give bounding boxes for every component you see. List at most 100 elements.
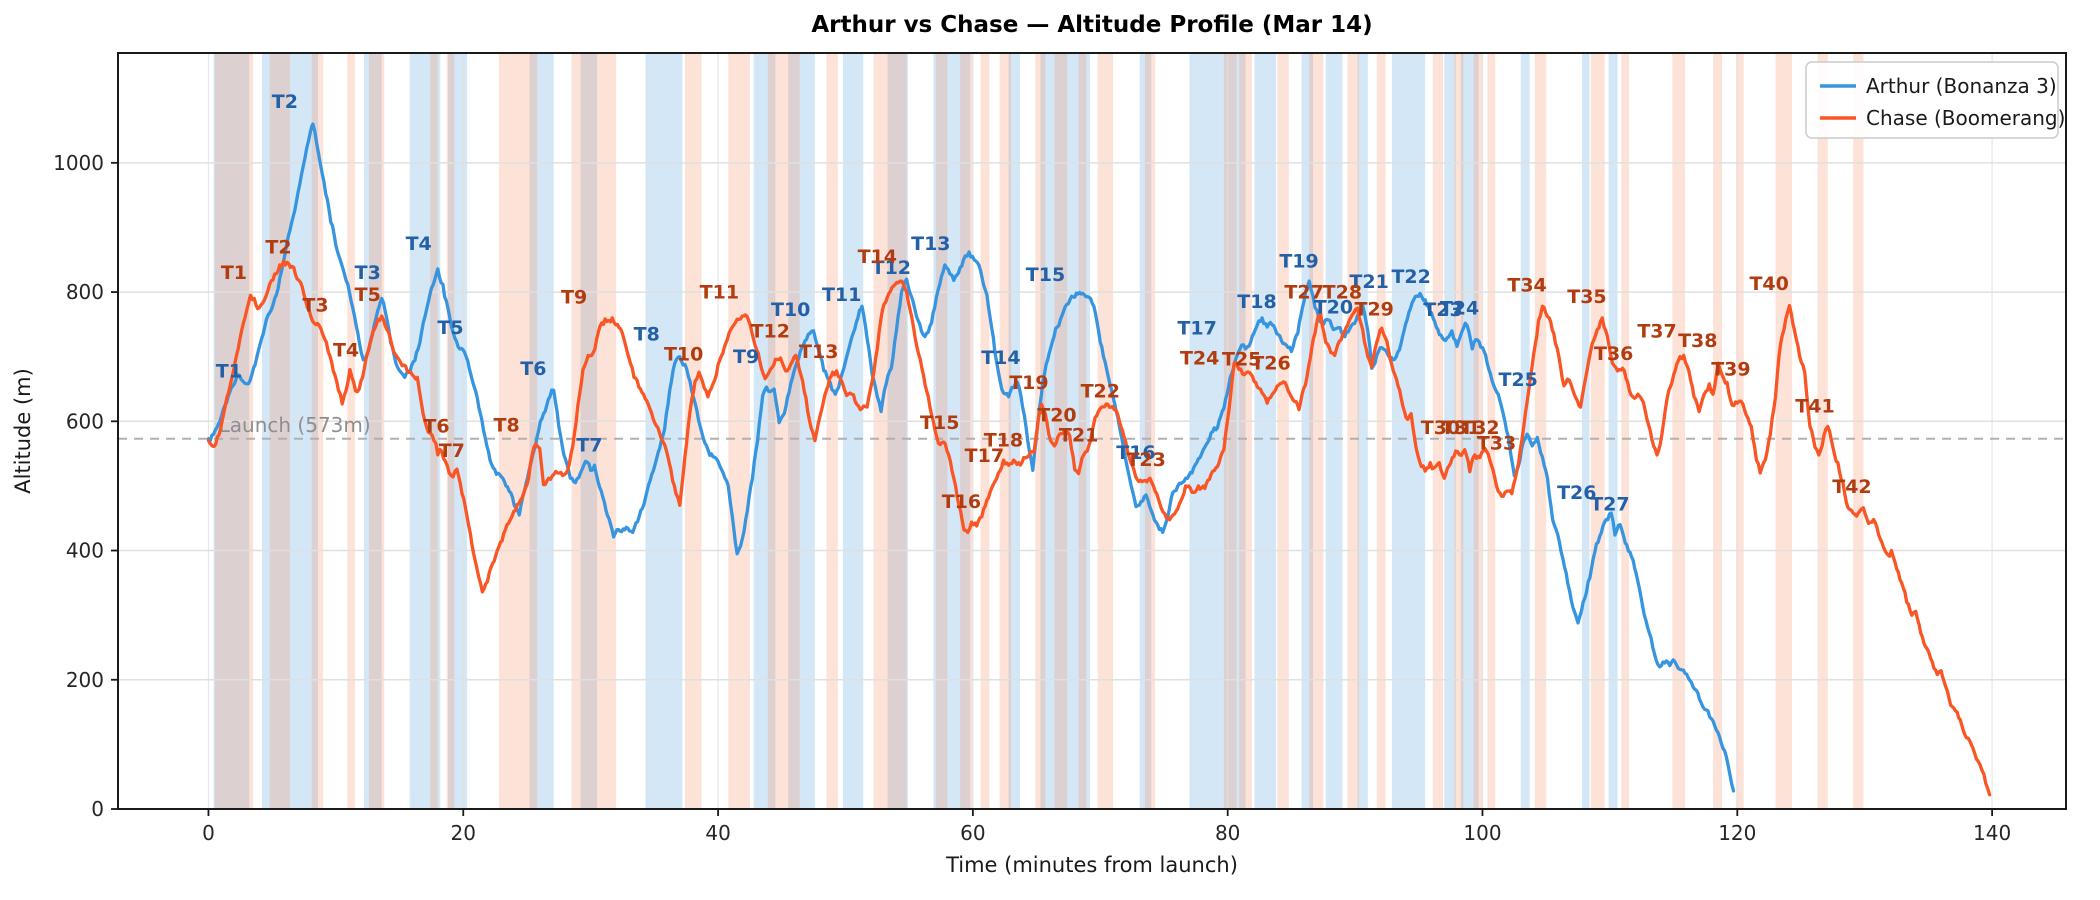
thermal-label-chase-t2: T2	[265, 236, 291, 258]
thermal-band	[728, 53, 750, 809]
thermal-label-chase-t11: T11	[700, 282, 739, 304]
thermal-band	[1590, 53, 1605, 809]
thermal-band	[1301, 53, 1314, 809]
thermal-label-arthur-t24: T24	[1440, 298, 1479, 320]
thermal-band	[1460, 53, 1479, 809]
thermal-label-arthur-t22: T22	[1391, 266, 1430, 288]
thermal-label-chase-t4: T4	[333, 340, 359, 362]
thermal-label-chase-t17: T17	[965, 445, 1004, 467]
x-axis-label: Time (minutes from launch)	[945, 853, 1238, 877]
thermal-label-arthur-t23: T23	[1423, 299, 1462, 321]
thermal-label-chase-t39: T39	[1711, 358, 1750, 380]
thermal-band	[1097, 53, 1114, 809]
thermal-label-chase-t25: T25	[1222, 349, 1261, 371]
thermal-label-arthur-t26: T26	[1557, 482, 1596, 504]
thermal-band	[1357, 53, 1368, 809]
thermal-label-chase-t1: T1	[221, 262, 247, 284]
thermal-band	[1223, 53, 1237, 809]
thermal-label-arthur-t25: T25	[1498, 369, 1537, 391]
series-lines-layer	[206, 122, 1992, 797]
thermal-label-chase-t6: T6	[423, 415, 449, 437]
thermal-label-arthur-t6: T6	[520, 358, 546, 380]
thermal-label-arthur-t14: T14	[981, 347, 1020, 369]
thermal-label-arthur-t9: T9	[733, 346, 759, 368]
thermal-labels-layer: T1T2T3T4T5T6T7T8T9T10T11T12T13T14T15T16T…	[216, 91, 1872, 516]
thermal-band	[580, 53, 598, 809]
thermal-band	[1534, 53, 1547, 809]
thermal-band	[1008, 53, 1021, 809]
thermal-band	[873, 53, 907, 809]
thermal-band	[498, 53, 538, 809]
thermal-band	[684, 53, 702, 809]
thermal-band	[1325, 53, 1343, 809]
thermal-band	[1347, 53, 1359, 809]
thermal-label-chase-t28: T28	[1323, 282, 1362, 304]
thermal-band	[1444, 53, 1456, 809]
thermal-band	[842, 53, 864, 809]
thermal-band	[447, 53, 468, 809]
thermal-band	[1392, 53, 1426, 809]
x-tick-label: 20	[451, 821, 476, 845]
launch-line-layer: Launch (573m)	[118, 413, 2066, 440]
thermal-label-chase-t19: T19	[1009, 372, 1048, 394]
thermal-band	[446, 53, 455, 809]
thermal-label-chase-t30: T30	[1421, 417, 1460, 439]
thermal-label-chase-t23: T23	[1126, 449, 1165, 471]
thermal-band	[368, 53, 385, 809]
plot-border	[117, 52, 2067, 810]
x-tick-label: 80	[1215, 821, 1240, 845]
thermal-bands-layer	[213, 53, 1864, 809]
thermal-label-chase-t27: T27	[1284, 282, 1323, 304]
thermal-band	[933, 53, 971, 809]
x-tick-label: 100	[1463, 821, 1501, 845]
y-tick-label: 400	[66, 539, 104, 563]
chart-title: Arthur vs Chase — Altitude Profile (Mar …	[811, 12, 1372, 38]
thermal-band	[1817, 53, 1828, 809]
thermal-band	[1608, 53, 1618, 809]
y-axis-label: Altitude (m)	[11, 368, 35, 494]
gridlines-layer	[118, 53, 2066, 810]
thermal-band	[826, 53, 838, 809]
thermal-band	[887, 53, 908, 809]
legend-label: Chase (Boomerang)	[1866, 106, 2065, 130]
thermal-band	[1736, 53, 1744, 809]
thermal-label-arthur-t27: T27	[1590, 493, 1629, 515]
thermal-label-arthur-t2: T2	[272, 91, 298, 113]
y-tick-label: 200	[66, 668, 104, 692]
thermal-band	[430, 53, 438, 809]
thermal-band	[571, 53, 617, 809]
series-line-chase	[206, 259, 1992, 797]
thermal-band	[788, 53, 815, 809]
y-tick-label: 0	[91, 797, 104, 821]
thermal-label-chase-t26: T26	[1251, 353, 1290, 375]
thermal-label-chase-t37: T37	[1637, 320, 1676, 342]
thermal-band	[767, 53, 800, 809]
thermal-band	[1376, 53, 1386, 809]
thermal-label-chase-t7: T7	[439, 440, 465, 462]
thermal-band	[1672, 53, 1686, 809]
y-tick-label: 800	[66, 280, 104, 304]
thermal-band	[1775, 53, 1793, 809]
thermal-band	[1144, 53, 1156, 809]
thermal-band	[960, 53, 973, 809]
thermal-label-chase-t32: T32	[1460, 417, 1499, 439]
thermal-band	[1487, 53, 1496, 809]
thermal-band	[529, 53, 554, 809]
thermal-label-arthur-t3: T3	[355, 262, 381, 284]
thermal-band	[1454, 53, 1464, 809]
thermal-label-arthur-t15: T15	[1026, 264, 1065, 286]
launch-altitude-label: Launch (573m)	[219, 413, 371, 437]
thermal-label-chase-t42: T42	[1832, 476, 1871, 498]
thermal-band	[1189, 53, 1246, 809]
thermal-label-chase-t14: T14	[858, 246, 897, 268]
thermal-band	[1035, 53, 1046, 809]
thermal-band	[1853, 53, 1864, 809]
y-tick-label: 1000	[53, 151, 104, 175]
thermal-label-arthur-t21: T21	[1349, 271, 1388, 293]
thermal-label-chase-t22: T22	[1081, 380, 1120, 402]
y-tick-label: 600	[66, 409, 104, 433]
thermal-label-arthur-t13: T13	[911, 233, 950, 255]
thermal-label-arthur-t4: T4	[406, 233, 432, 255]
thermal-label-arthur-t18: T18	[1237, 291, 1276, 313]
